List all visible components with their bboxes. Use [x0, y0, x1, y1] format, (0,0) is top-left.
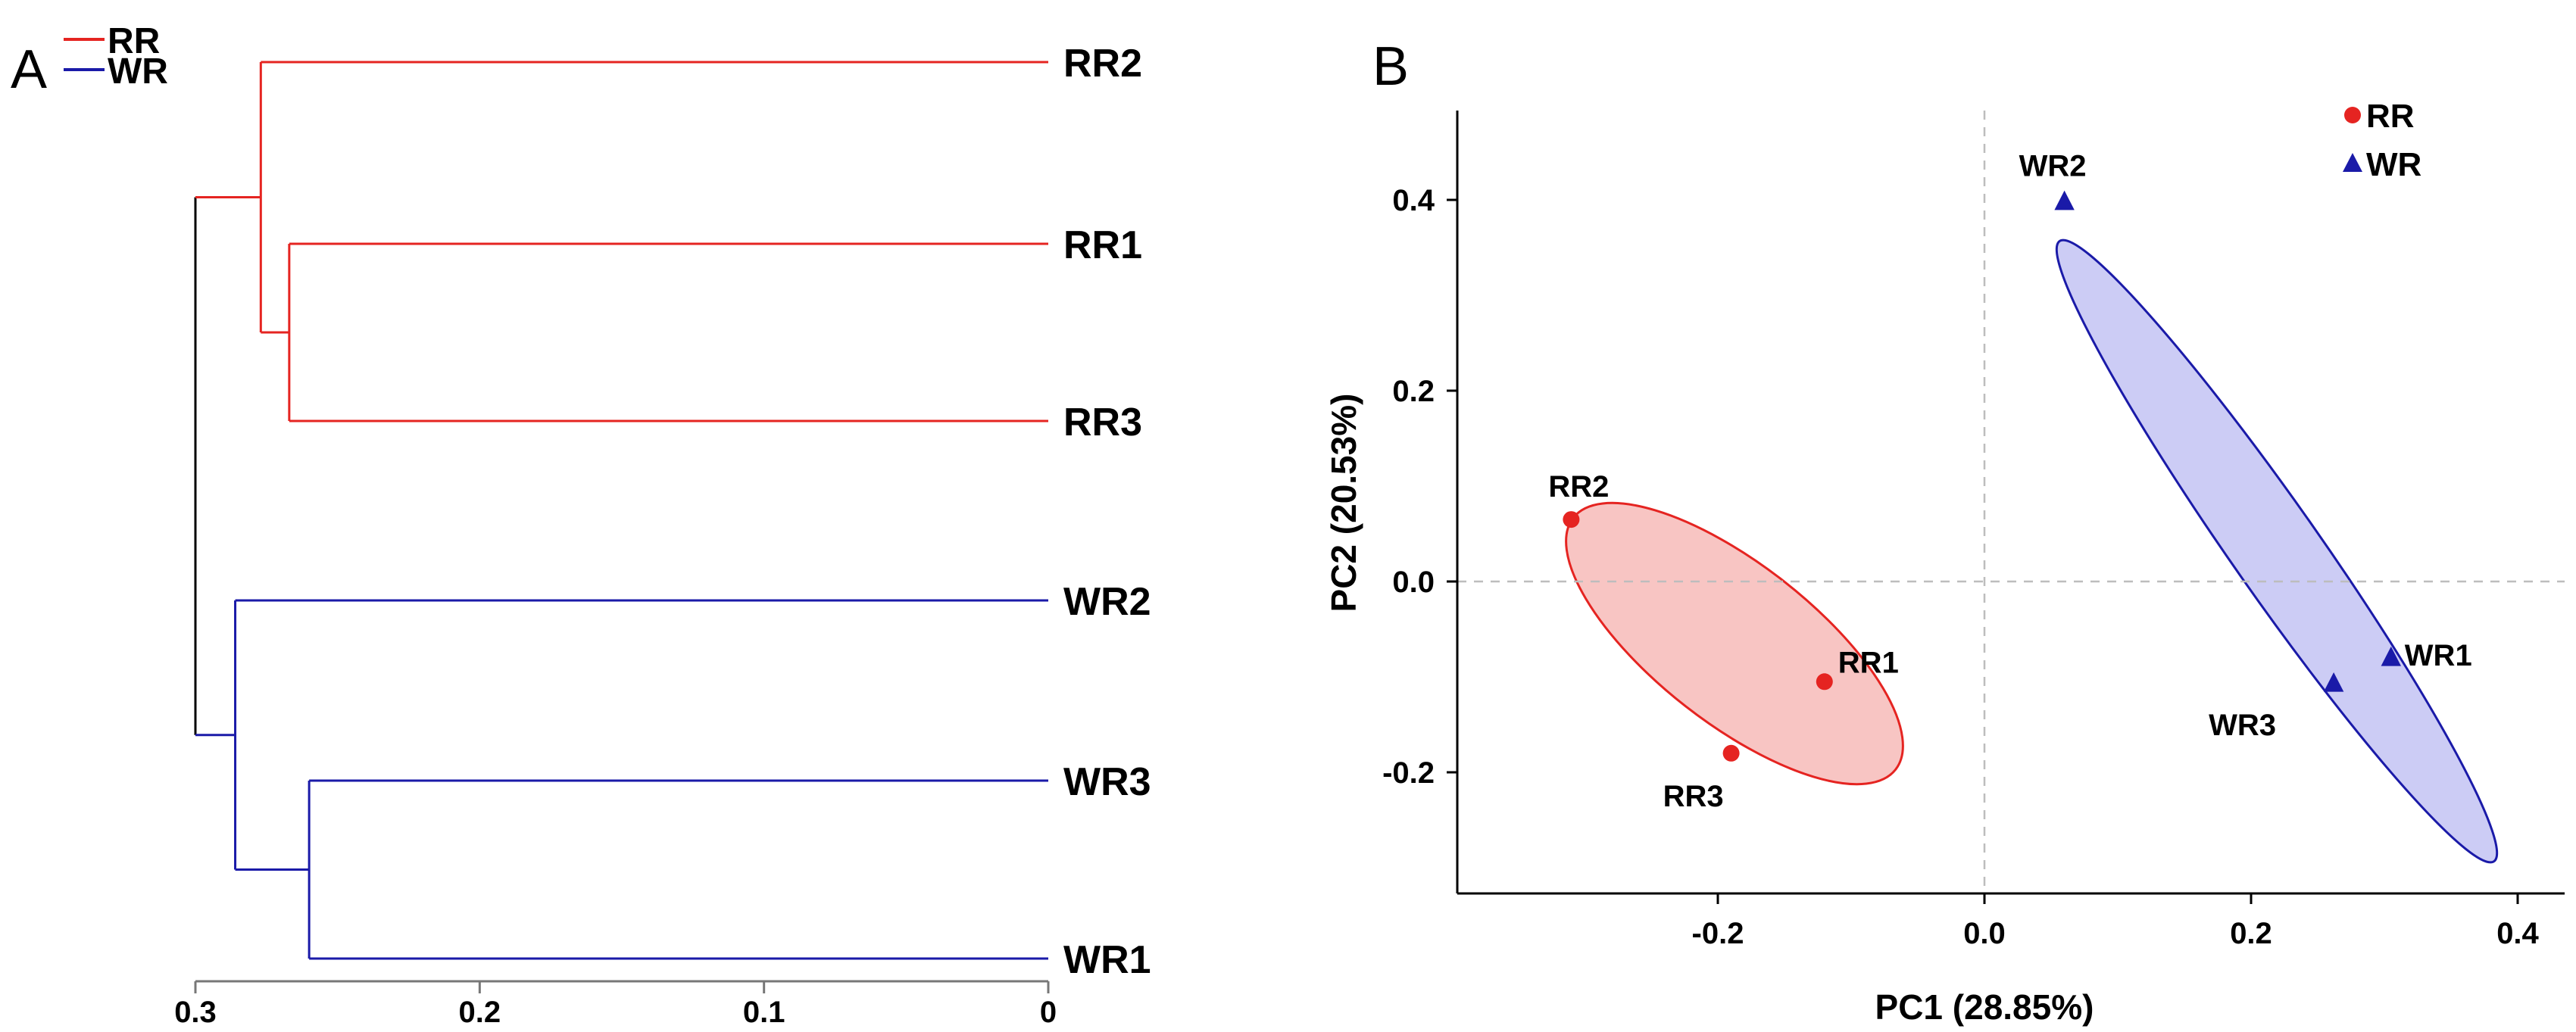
dendrogram-leaf-labels: RR2 RR1 RR3 WR2 WR3 WR1 [1063, 42, 1151, 982]
point-wr3 [2323, 672, 2344, 692]
leaf-label-wr1: WR1 [1063, 938, 1151, 982]
confidence-ellipse-rr [1565, 501, 1904, 786]
leaf-label-wr2: WR2 [1063, 580, 1151, 624]
pca-panel: B -0.2 0.0 0.2 0.4 -0.2 0.0 0.2 0.4 PC1 (28.85%)… [1324, 36, 2565, 1027]
point-wr2 [2054, 190, 2075, 210]
y-axis-tick-label: 0.4 [1392, 184, 1435, 217]
leaf-label-wr3: WR3 [1063, 760, 1151, 804]
dendrogram-x-axis: 0.3 0.2 0.1 0 [174, 980, 1057, 1029]
point-rr3 [1722, 744, 1740, 762]
y-axis-tick-label: 0.2 [1392, 375, 1435, 408]
dendrogram-axis-tick-label: 0 [1040, 996, 1057, 1029]
y-axis-tick-label: -0.2 [1382, 756, 1435, 790]
point-rr2 [1563, 511, 1580, 528]
legend-label-rr: RR [108, 21, 160, 61]
legend-label-wr: WR [108, 51, 168, 92]
leaf-label-rr1: RR1 [1063, 223, 1142, 267]
y-axis-tick-label: 0.0 [1392, 566, 1435, 599]
dendrogram-branches [194, 61, 1048, 960]
point-label-wr2: WR2 [2019, 150, 2087, 183]
point-label-wr3: WR3 [2209, 709, 2276, 742]
legend-marker-rr [2344, 107, 2361, 123]
point-label-rr1: RR1 [1838, 646, 1899, 679]
dendrogram-axis-tick-label: 0.2 [459, 996, 501, 1029]
point-label-rr3: RR3 [1663, 780, 1724, 813]
pca-legend: RR WR [2343, 98, 2421, 183]
confidence-ellipse-wr [2055, 239, 2499, 864]
panel-label-b: B [1372, 36, 1409, 97]
point-wr1 [2381, 646, 2401, 666]
x-axis-tick-label: 0.4 [2496, 917, 2539, 950]
x-axis-tick-label: -0.2 [1692, 917, 1744, 950]
panel-label-a: A [11, 39, 47, 100]
dendrogram-axis-tick-label: 0.3 [174, 996, 217, 1029]
x-axis-tick-label: 0.2 [2230, 917, 2272, 950]
legend-marker-wr [2343, 153, 2362, 172]
point-label-rr2: RR2 [1548, 470, 1609, 504]
point-rr1 [1816, 673, 1833, 691]
x-axis-title: PC1 (28.85%) [1875, 987, 2094, 1027]
point-label-wr1: WR1 [2405, 639, 2472, 672]
dendrogram-axis-tick-label: 0.1 [743, 996, 785, 1029]
legend-label-rr: RR [2366, 98, 2415, 135]
pca-axes: -0.2 0.0 0.2 0.4 -0.2 0.0 0.2 0.4 PC1 (28.85%) PC… [1324, 111, 2565, 1027]
leaf-label-rr3: RR3 [1063, 401, 1142, 444]
pca-reference-lines [1457, 111, 2565, 893]
x-axis-tick-label: 0.0 [1963, 917, 2006, 950]
y-axis-title: PC2 (20.53%) [1324, 394, 1363, 613]
leaf-label-rr2: RR2 [1063, 42, 1142, 86]
pca-points: RR2 RR1 RR3 WR2 WR1 WR3 [1548, 150, 2471, 813]
legend-label-wr: WR [2366, 146, 2421, 183]
